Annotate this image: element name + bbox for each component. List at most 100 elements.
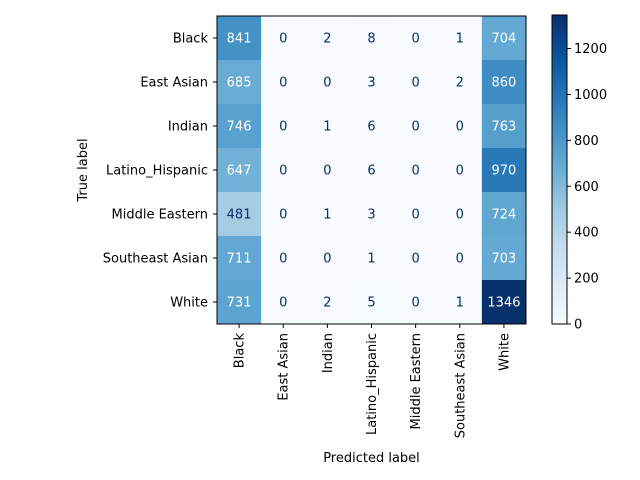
cell-value-label: 1 [323, 208, 331, 223]
heatmap-cell [481, 16, 527, 61]
heatmap-cell [393, 192, 439, 237]
x-tick-label: Latino_Hispanic [365, 333, 380, 435]
colorbar-tick-label: 600 [574, 180, 599, 195]
heatmap-cell [217, 236, 262, 281]
y-tick-label: Middle Eastern [112, 208, 208, 223]
cell-value-label: 704 [492, 32, 517, 47]
cell-value-label: 0 [323, 164, 331, 179]
heatmap-cell [437, 16, 483, 61]
cell-value-label: 0 [456, 120, 464, 135]
cell-value-label: 0 [279, 296, 287, 311]
x-tick-label: East Asian [277, 333, 292, 401]
cell-value-label: 6 [367, 120, 375, 135]
x-tick-label: Indian [321, 333, 336, 373]
cell-value-label: 0 [279, 208, 287, 223]
x-axis-ticks: Black East Asian Indian Latino_Hispanic Midd… [233, 324, 512, 438]
heatmap-cell [305, 236, 350, 281]
heatmap-cell [261, 236, 306, 281]
heatmap-cell [305, 148, 350, 193]
cell-value-label: 6 [367, 164, 375, 179]
heatmap-cell [217, 16, 262, 61]
y-tick-label: East Asian [140, 76, 208, 91]
cell-value-label: 647 [227, 164, 252, 179]
cell-value-label: 5 [367, 296, 375, 311]
cell-value-label: 711 [227, 252, 252, 267]
cell-value-label: 841 [227, 32, 252, 47]
heatmap-cell [437, 192, 483, 237]
heatmap-cell [217, 192, 262, 237]
cell-value-label: 703 [492, 252, 517, 267]
heatmap-cell [437, 104, 483, 149]
heatmap-cell [217, 148, 262, 193]
cell-value-label: 2 [323, 32, 331, 47]
heatmap-cell [217, 104, 262, 149]
colorbar-tick-label: 400 [574, 226, 599, 241]
cell-value-label: 1 [456, 32, 464, 47]
colorbar-tick-label: 800 [574, 134, 599, 149]
y-tick-label: Latino_Hispanic [106, 164, 208, 179]
heatmap-cell [217, 280, 262, 325]
heatmap-cell [349, 192, 395, 237]
cell-value-label: 0 [279, 32, 287, 47]
heatmap-cell [261, 60, 306, 105]
heatmap-cell [481, 280, 527, 325]
heatmap-cell [261, 280, 306, 325]
y-tick-label: Indian [168, 120, 208, 135]
heatmap-cell [481, 236, 527, 281]
colorbar-tick-label: 0 [574, 318, 582, 333]
cell-value-label: 3 [367, 76, 375, 91]
heatmap-cell [393, 280, 439, 325]
x-tick-label: White [497, 333, 512, 371]
heatmap-cell [261, 16, 306, 61]
heatmap-cell [349, 148, 395, 193]
cell-value-label: 1346 [487, 296, 520, 311]
heatmap-cell [437, 148, 483, 193]
y-axis-label: True label [76, 138, 91, 202]
colorbar [551, 14, 568, 325]
cell-value-label: 0 [412, 296, 420, 311]
x-tick-label: Middle Eastern [409, 333, 424, 429]
y-tick-label: White [170, 296, 208, 311]
heatmap-cell [261, 104, 306, 149]
cell-value-label: 0 [412, 164, 420, 179]
cell-value-label: 0 [412, 252, 420, 267]
cell-value-label: 1 [456, 296, 464, 311]
cell-value-label: 0 [412, 76, 420, 91]
heatmap-cell [437, 236, 483, 281]
heatmap-cell [393, 148, 439, 193]
cell-value-label: 0 [323, 252, 331, 267]
cell-value-label: 0 [456, 164, 464, 179]
cell-value-label: 685 [227, 76, 252, 91]
cell-value-labels: 841 0 2 8 0 1 704 685 0 0 3 0 2 860 746 0 1 6 0 0 763 647 0 0 6 0… [227, 32, 521, 311]
heatmap-cell [393, 236, 439, 281]
cell-value-label: 0 [323, 76, 331, 91]
heatmap-cell [305, 104, 350, 149]
cell-value-label: 746 [227, 120, 252, 135]
heatmap-cell [217, 60, 262, 105]
heatmap-cell [349, 16, 395, 61]
x-tick-label: Black [233, 333, 248, 369]
x-axis-label: Predicted label [323, 451, 420, 466]
y-tick-label: Black [173, 32, 209, 47]
colorbar-tick-label: 1200 [574, 42, 607, 57]
colorbar-tick-label: 200 [574, 272, 599, 287]
x-tick-label: Southeast Asian [453, 333, 468, 438]
heatmap-cell [481, 192, 527, 237]
cell-value-label: 860 [492, 76, 517, 91]
cell-value-label: 731 [227, 296, 252, 311]
heatmap-cell [437, 280, 483, 325]
cell-value-label: 2 [456, 76, 464, 91]
heatmap-cell [481, 148, 527, 193]
cell-value-label: 3 [367, 208, 375, 223]
heatmap-cell [305, 280, 350, 325]
cell-value-label: 0 [279, 252, 287, 267]
heatmap-cell [349, 280, 395, 325]
heatmap-cell [481, 104, 527, 149]
cell-value-label: 763 [492, 120, 517, 135]
cell-value-label: 0 [279, 76, 287, 91]
colorbar-tick-label: 1000 [574, 88, 607, 103]
cell-value-label: 481 [227, 208, 252, 223]
heatmap-cell [261, 148, 306, 193]
heatmap-cell [305, 16, 350, 61]
